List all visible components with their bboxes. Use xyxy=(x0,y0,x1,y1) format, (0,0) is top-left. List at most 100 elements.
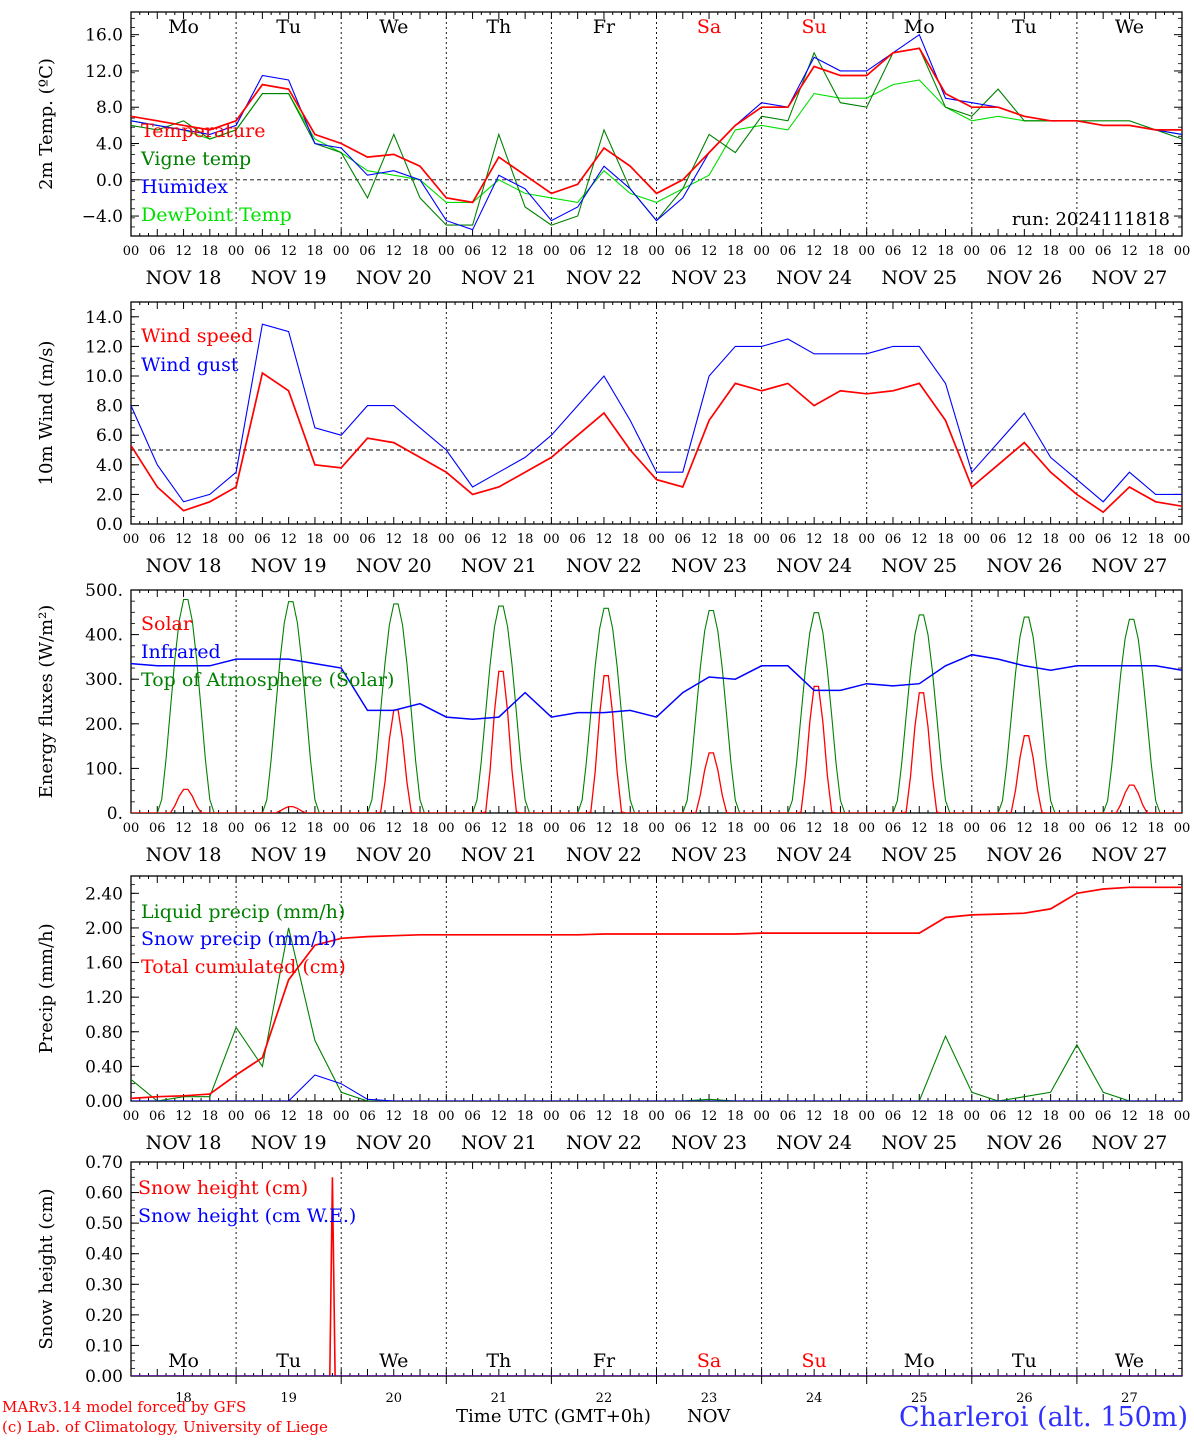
legend-entry: Snow height (cm) xyxy=(138,1177,308,1199)
x-day-number: 18 xyxy=(175,1391,192,1406)
x-hour-label: 18 xyxy=(307,244,324,259)
x-hour-label: 06 xyxy=(885,532,902,547)
x-day-label: NOV 23 xyxy=(671,1132,747,1154)
x-hour-label: 06 xyxy=(254,244,271,259)
y-tick-label: 100. xyxy=(85,759,123,779)
x-day-number: 23 xyxy=(701,1391,718,1406)
x-hour-label: 06 xyxy=(464,821,481,836)
x-hour-label: 00 xyxy=(543,1109,560,1124)
x-hour-label: 18 xyxy=(727,821,744,836)
lab-credit: (c) Lab. of Climatology, University of L… xyxy=(2,1418,328,1436)
x-hour-label: 06 xyxy=(675,821,692,836)
y-tick-label: 400. xyxy=(85,626,123,646)
x-hour-label: 12 xyxy=(701,532,718,547)
x-day-label: NOV 21 xyxy=(461,267,537,289)
x-hour-label: 12 xyxy=(491,244,508,259)
series-line-toa-solar xyxy=(131,598,1182,813)
x-hour-label: 12 xyxy=(1016,821,1033,836)
weekday-label: We xyxy=(1115,16,1144,38)
x-hour-label: 00 xyxy=(228,532,245,547)
x-hour-label: 18 xyxy=(622,244,639,259)
y-tick-label: 2.0 xyxy=(96,485,123,505)
chart-panel-5: 0.00 0.10 0.20 0.30 0.40 0.50 0.60 0.70 Snow hei… xyxy=(36,1153,1183,1406)
x-hour-label: 12 xyxy=(596,532,613,547)
x-hour-label: 12 xyxy=(911,244,928,259)
x-hour-label: 06 xyxy=(464,1109,481,1124)
x-hour-label: 00 xyxy=(648,244,665,259)
series-line-0 xyxy=(131,927,1182,1101)
x-hour-label: 12 xyxy=(385,821,402,836)
y-tick-label: 0.00 xyxy=(85,1367,123,1387)
x-hour-label: 18 xyxy=(412,532,429,547)
x-hour-label: 12 xyxy=(806,244,823,259)
x-hour-label: 00 xyxy=(964,821,981,836)
y-tick-label: 200. xyxy=(85,715,123,735)
x-hour-label: 18 xyxy=(832,244,849,259)
legend-entry: Humidex xyxy=(141,176,228,198)
x-hour-label: 18 xyxy=(622,821,639,836)
chart-panel-4: 0.00 0.40 0.80 1.20 1.60 2.00 2.40 Precip (mm/h… xyxy=(36,875,1190,1154)
x-hour-label: 06 xyxy=(464,244,481,259)
x-hour-label: 18 xyxy=(937,821,954,836)
x-day-label: NOV 19 xyxy=(251,1132,327,1154)
x-day-label: NOV 20 xyxy=(356,844,432,866)
x-hour-label: 06 xyxy=(885,1109,902,1124)
x-hour-label: 06 xyxy=(780,244,797,259)
x-hour-label: 00 xyxy=(753,532,770,547)
y-tick-label: 500. xyxy=(85,581,123,601)
x-hour-label: 12 xyxy=(280,532,297,547)
y-tick-label: 1.60 xyxy=(85,954,123,974)
x-hour-label: 00 xyxy=(543,244,560,259)
x-hour-label: 06 xyxy=(569,532,586,547)
weekday-label: Su xyxy=(802,16,827,38)
weekday-label: Sa xyxy=(697,16,721,38)
x-hour-label: 06 xyxy=(569,244,586,259)
x-hour-label: 18 xyxy=(307,821,324,836)
x-hour-label: 12 xyxy=(596,244,613,259)
x-hour-label: 18 xyxy=(1042,821,1059,836)
x-day-label: NOV 25 xyxy=(881,1132,957,1154)
y-tick-label: 8.0 xyxy=(96,397,123,417)
x-hour-label: 12 xyxy=(596,821,613,836)
series-line-0 xyxy=(131,371,1182,514)
x-hour-label: 18 xyxy=(1147,244,1164,259)
x-hour-label: 06 xyxy=(149,821,166,836)
x-hour-label: 18 xyxy=(202,1109,219,1124)
x-hour-label: 00 xyxy=(1069,1109,1086,1124)
x-hour-label: 00 xyxy=(333,1109,350,1124)
x-day-label: NOV 18 xyxy=(146,1132,222,1154)
x-hour-label: 12 xyxy=(701,1109,718,1124)
x-hour-label: 00 xyxy=(1174,821,1191,836)
x-day-label: NOV 25 xyxy=(881,267,957,289)
model-credit: MARv3.14 model forced by GFS xyxy=(2,1398,247,1416)
x-day-number: 25 xyxy=(911,1391,928,1406)
y-tick-label: 10.0 xyxy=(85,367,123,387)
x-hour-label: 06 xyxy=(254,821,271,836)
x-hour-label: 00 xyxy=(753,244,770,259)
x-hour-label: 00 xyxy=(753,821,770,836)
x-hour-label: 00 xyxy=(333,244,350,259)
x-hour-label: 00 xyxy=(964,532,981,547)
y-tick-label: 8.0 xyxy=(96,98,123,118)
x-hour-label: 00 xyxy=(543,821,560,836)
x-hour-label: 06 xyxy=(780,532,797,547)
x-day-label: NOV 27 xyxy=(1092,267,1168,289)
x-day-label: NOV 21 xyxy=(461,844,537,866)
y-tick-label: 0.0 xyxy=(96,515,123,535)
weekday-label: Tu xyxy=(1012,1350,1037,1372)
x-day-label: NOV 23 xyxy=(671,844,747,866)
x-hour-label: 12 xyxy=(911,821,928,836)
x-day-label: NOV 23 xyxy=(671,555,747,577)
weekday-label: Tu xyxy=(276,1350,301,1372)
legend-entry: Solar xyxy=(141,613,193,635)
x-hour-label: 00 xyxy=(438,821,455,836)
y-tick-label: 4.0 xyxy=(96,456,123,476)
x-hour-label: 00 xyxy=(1069,532,1086,547)
x-hour-label: 06 xyxy=(359,532,376,547)
x-hour-label: 18 xyxy=(1147,1109,1164,1124)
x-hour-label: 12 xyxy=(1016,244,1033,259)
x-hour-label: 00 xyxy=(438,1109,455,1124)
month-label: NOV xyxy=(687,1406,731,1427)
x-hour-label: 06 xyxy=(254,532,271,547)
